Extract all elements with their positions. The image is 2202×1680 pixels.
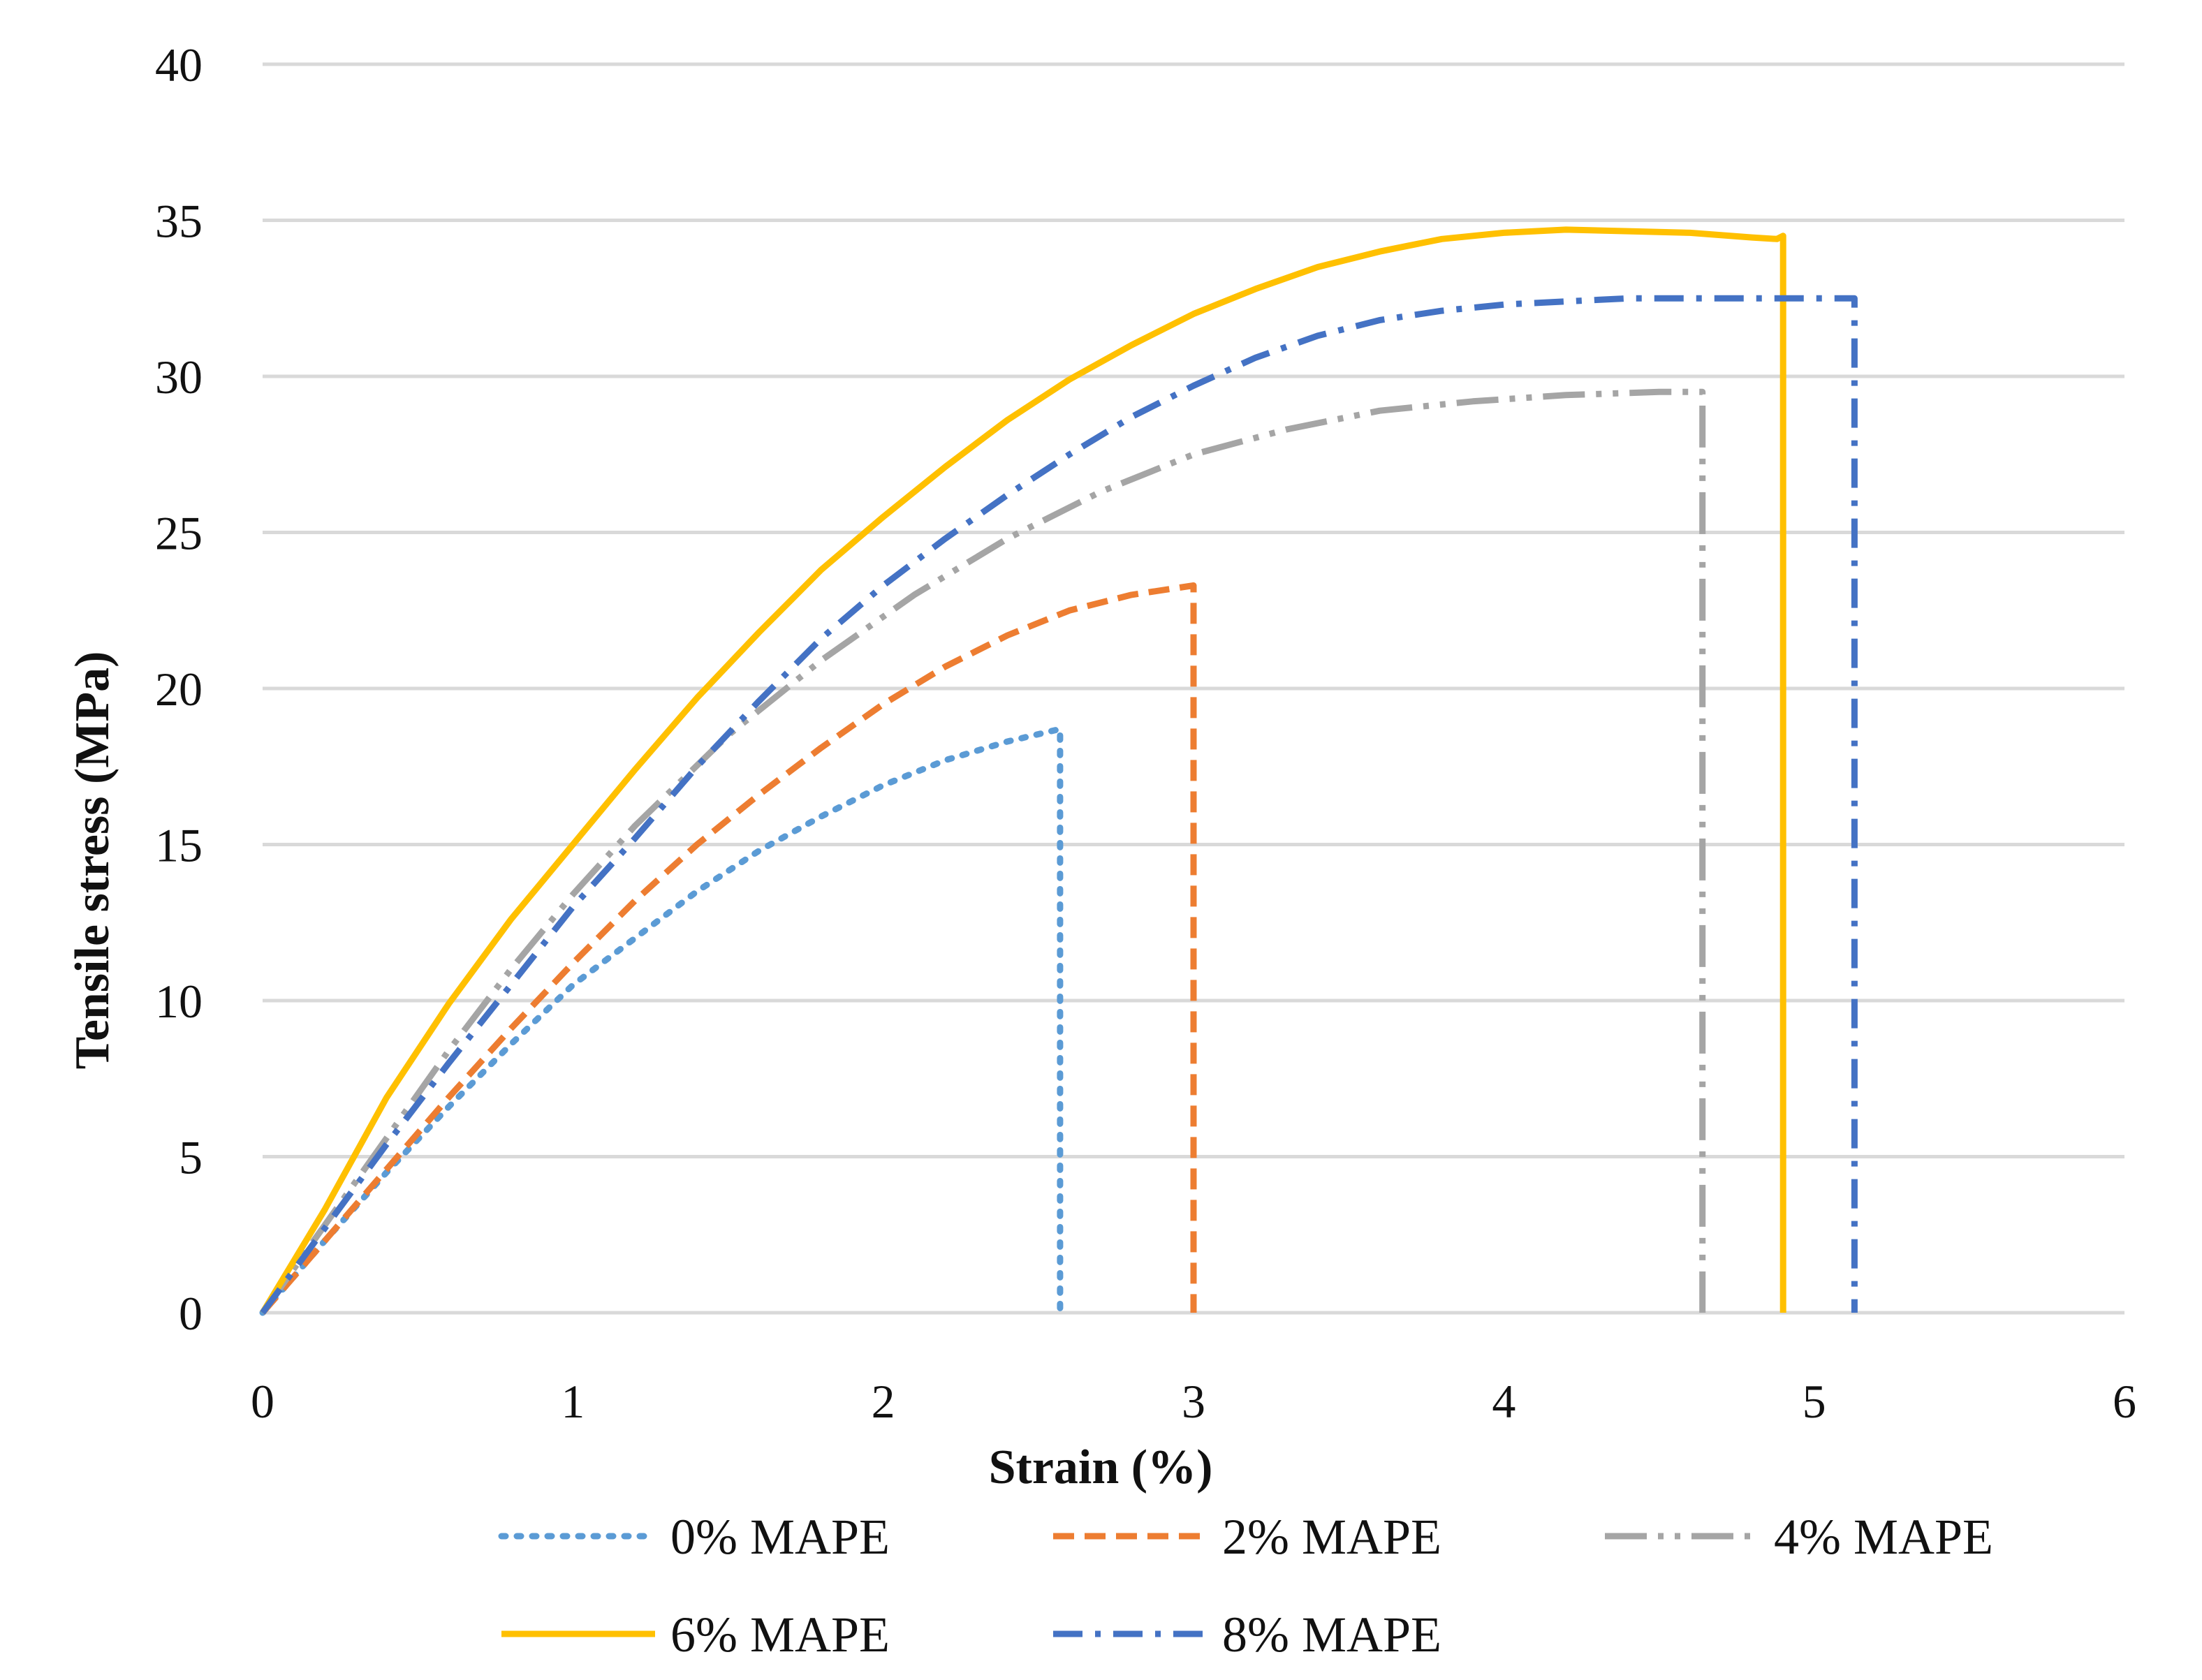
y-tick-label: 15 <box>155 819 203 872</box>
legend-item: 8% MAPE <box>1053 1607 1441 1663</box>
legend-item: 6% MAPE <box>501 1607 890 1663</box>
y-tick-label: 40 <box>155 38 203 91</box>
legend-label: 6% MAPE <box>670 1607 890 1663</box>
legend-label: 0% MAPE <box>670 1509 890 1565</box>
series-line-6pct-mape <box>260 226 1786 1315</box>
x-tick-label: 1 <box>561 1375 585 1428</box>
legend-label: 8% MAPE <box>1222 1607 1441 1663</box>
legend: 0% MAPE 2% MAPE 4% MAPE 6% MAPE 8% MAPE <box>498 1509 1993 1663</box>
x-tick-label: 5 <box>1803 1375 1826 1428</box>
x-axis: 0 1 2 3 4 5 6 <box>251 1375 2136 1428</box>
x-tick-label: 6 <box>2113 1375 2136 1428</box>
y-tick-label: 25 <box>155 507 203 560</box>
y-tick-label: 0 <box>179 1287 203 1340</box>
legend-item: 4% MAPE <box>1605 1509 1993 1565</box>
x-tick-label: 3 <box>1182 1375 1205 1428</box>
y-axis-title: Tensile stress (MPa) <box>66 651 119 1070</box>
y-tick-label: 35 <box>155 195 203 248</box>
x-tick-label: 2 <box>872 1375 895 1428</box>
x-tick-label: 0 <box>251 1375 274 1428</box>
series-lines <box>259 226 1858 1316</box>
y-axis: 0 5 10 15 20 25 30 35 40 <box>155 38 203 1340</box>
series-line-8pct-mape <box>260 295 1858 1315</box>
y-tick-label: 30 <box>155 351 203 404</box>
x-tick-label: 4 <box>1492 1375 1515 1428</box>
series-line-4pct-mape <box>260 388 1706 1315</box>
legend-item: 2% MAPE <box>1053 1509 1441 1565</box>
series-line-2pct-mape <box>260 582 1197 1315</box>
y-tick-label: 10 <box>155 975 203 1028</box>
legend-label: 4% MAPE <box>1774 1509 1993 1565</box>
x-axis-title: Strain (%) <box>989 1440 1213 1494</box>
series-line-0pct-mape <box>259 725 1064 1316</box>
y-tick-label: 5 <box>179 1131 203 1184</box>
legend-item: 0% MAPE <box>498 1509 890 1565</box>
y-tick-label: 20 <box>155 663 203 716</box>
legend-label: 2% MAPE <box>1222 1509 1441 1565</box>
